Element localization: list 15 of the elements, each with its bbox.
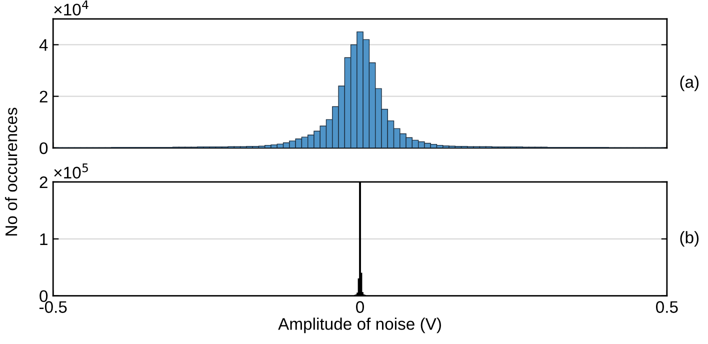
text: ×10$^{5}$ [54,164,88,179]
x-tick-label: 0 [356,301,364,313]
y-axis-title: No of occurences [4,108,18,236]
y-tick-label: 1 [40,233,48,245]
y-tick-label: 2 [40,90,48,102]
x-tick-label: -0.5 [39,301,67,313]
y-tick-label: 4 [39,39,48,51]
x-axis-title: Amplitude of noise (V) [278,318,441,334]
x-tick-label: 0.5 [656,301,678,313]
text: ×10$^{4}$ [54,0,88,16]
text: (b) [680,231,699,247]
y-tick-label: 0 [40,142,48,154]
y-tick-label: 2 [40,176,48,188]
y-tick-label: 0 [40,290,48,302]
text: (a) [680,76,699,92]
